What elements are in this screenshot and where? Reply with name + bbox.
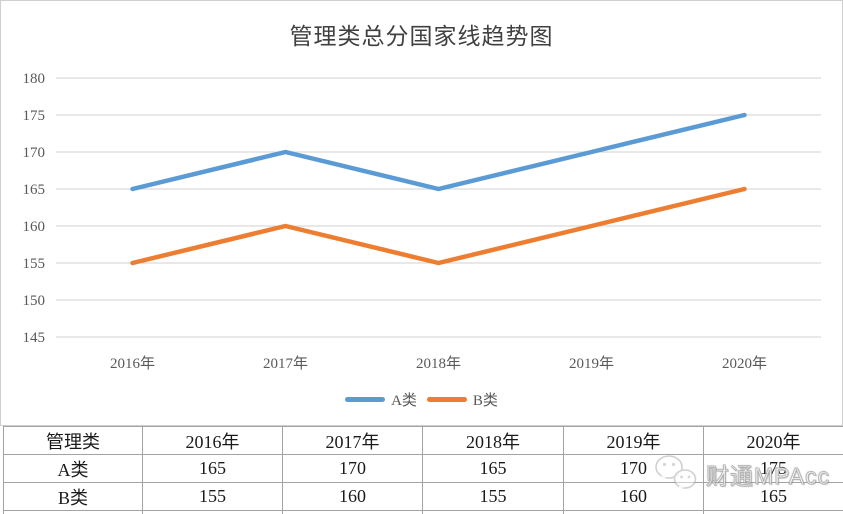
table-cell — [422, 510, 564, 514]
chart-area: 180 175 170 165 160 155 150 145 2016年 2017年 2018年 2… — [0, 0, 843, 426]
x-axis-label: 2020年 — [722, 355, 767, 372]
y-axis-label: 155 — [23, 256, 46, 272]
table-cell: 175 — [703, 454, 843, 483]
table-header-cell: 2020年 — [703, 426, 843, 455]
table-cell — [282, 510, 423, 514]
chart-title: 管理类总分国家线趋势图 — [289, 24, 554, 49]
series-line-A类 — [130, 112, 747, 192]
x-axis-label: 2017年 — [263, 355, 308, 372]
line-plot: 180 175 170 165 160 155 150 145 2016年 2017年 2018年 2… — [23, 71, 821, 372]
legend-swatch — [345, 397, 386, 402]
series-line-B类 — [130, 186, 747, 266]
y-axis-label: 180 — [23, 71, 46, 87]
table-header-cell: 2017年 — [282, 426, 423, 455]
y-axis-label: 160 — [23, 219, 46, 235]
table-cell: 165 — [703, 482, 843, 511]
table-header-cell: 2018年 — [422, 426, 564, 455]
legend-label: A类 — [391, 393, 417, 409]
table-cell: 155 — [422, 482, 564, 511]
x-axis-label: 2019年 — [569, 355, 614, 372]
legend-item-A类: A类 — [345, 389, 417, 410]
data-table: 管理类 2016年 2017年 2018年 2019年 2020年 A类 165 170 165 1… — [3, 426, 843, 514]
table-cell — [3, 510, 143, 514]
x-axis-label: 2016年 — [110, 355, 155, 372]
table-row: A类 165 170 165 170 175 — [3, 454, 843, 483]
legend-label: B类 — [472, 393, 498, 409]
table-cell: 165 — [422, 454, 564, 483]
table-header-cell: 2019年 — [563, 426, 704, 455]
table-header-row: 管理类 2016年 2017年 2018年 2019年 2020年 — [3, 426, 843, 455]
table-header-cell: 2016年 — [142, 426, 283, 455]
table-cell: A类 — [3, 454, 143, 483]
table-cell — [563, 510, 704, 514]
table-cell: 160 — [563, 482, 704, 511]
y-axis-label: 145 — [23, 330, 46, 346]
table-cell: 160 — [282, 482, 423, 511]
y-axis-label: 165 — [23, 182, 46, 198]
table-row: B类 155 160 155 160 165 — [3, 482, 843, 511]
table-cell — [142, 510, 283, 514]
legend-item-B类: B类 — [426, 389, 498, 410]
table-cell: 170 — [563, 454, 704, 483]
chart-legend: A类 B类 — [1, 389, 842, 410]
x-axis-label: 2018年 — [416, 355, 461, 372]
table-cell: 165 — [142, 454, 283, 483]
table-header-cell: 管理类 — [3, 426, 143, 455]
table-cell: B类 — [3, 482, 143, 511]
table-cell — [703, 510, 843, 514]
y-axis-label: 150 — [23, 293, 46, 309]
y-axis-label: 175 — [23, 108, 46, 124]
table-cell: 155 — [142, 482, 283, 511]
table-cell: 170 — [282, 454, 423, 483]
legend-swatch — [426, 397, 467, 402]
y-axis-label: 170 — [23, 145, 46, 161]
table-empty-row — [3, 510, 843, 514]
